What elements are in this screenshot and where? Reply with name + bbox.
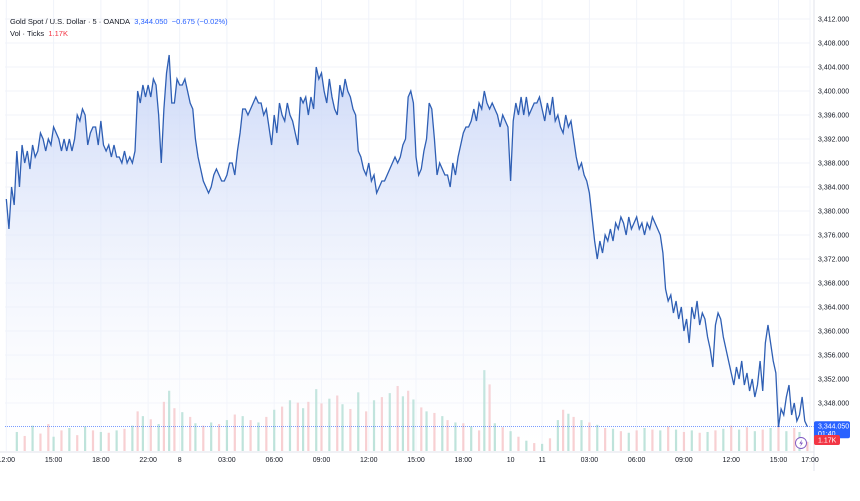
price-badge: 3,344.050 01:40 (814, 421, 850, 439)
y-tick-label: 3,408.000 (818, 41, 849, 48)
y-tick-label: 3,352.000 (818, 377, 849, 384)
data-source: OANDA (103, 17, 131, 26)
price-area (6, 55, 808, 451)
x-tick-label: 15:00 (770, 457, 788, 464)
price-badge-price: 3,344.050 (818, 424, 849, 431)
x-tick-label: 12:00 (722, 457, 740, 464)
y-tick-label: 3,388.000 (818, 161, 849, 168)
x-tick-label: 15:00 (407, 457, 425, 464)
x-tick-label: 09:00 (675, 457, 693, 464)
y-tick-label: 3,376.000 (818, 233, 849, 240)
y-tick-label: 3,392.000 (818, 137, 849, 144)
y-tick-label: 3,396.000 (818, 113, 849, 120)
price-badge-countdown: 01:40 (818, 431, 836, 438)
last-price: 3,344.050 (134, 17, 168, 26)
x-tick-label: 18:00 (92, 457, 110, 464)
y-tick-label: 3,384.000 (818, 185, 849, 192)
y-tick-label: 3,368.000 (818, 281, 849, 288)
x-tick-label: 06:00 (628, 457, 646, 464)
x-tick-label: 11 (538, 457, 545, 464)
price-axis[interactable]: 3,412.000 3,408.000 3,404.000 3,400.000 3,39… (813, 0, 849, 471)
x-tick-label: 15:00 (45, 457, 63, 464)
x-tick-label: 18:00 (455, 457, 473, 464)
y-tick-label: 3,412.000 (818, 17, 849, 24)
x-tick-label: 09:00 (313, 457, 331, 464)
interval: 5 (92, 17, 97, 26)
volume-badge: 1.17K (814, 435, 840, 445)
y-tick-label: 3,364.000 (818, 305, 849, 312)
symbol-row[interactable]: Gold Spot / U.S. Dollar · 5 · OANDA 3,34… (10, 16, 228, 28)
x-tick-label: 8 (178, 457, 182, 464)
x-tick-label: 10 (507, 457, 515, 464)
price-line (5, 54, 808, 428)
volume-bar (806, 441, 809, 451)
y-tick-label: 3,404.000 (818, 65, 849, 72)
legend-separator: · (85, 17, 93, 26)
volume-label: Vol · Ticks (10, 29, 45, 38)
y-tick-label: 3,356.000 (818, 353, 849, 360)
x-tick-label: 03:00 (581, 457, 599, 464)
x-tick-label: 12:00 (360, 457, 378, 464)
time-axis[interactable]: 12:00 15:00 18:00 22:00 8 03:00 06:00 09:00 12:0… (0, 451, 819, 464)
y-tick-label: 3,360.000 (818, 329, 849, 336)
x-tick-label: 12:00 (0, 457, 15, 464)
y-tick-label: 3,400.000 (818, 89, 849, 96)
volume-value: 1.17K (48, 29, 68, 38)
x-tick-label: 22:00 (139, 457, 157, 464)
lightning-icon[interactable] (795, 437, 807, 449)
x-tick-label: 17:00 (801, 457, 819, 464)
price-change: −0.675 (−0.02%) (171, 17, 228, 26)
x-tick-label: 03:00 (218, 457, 236, 464)
y-tick-label: 3,372.000 (818, 257, 849, 264)
legend-separator: · (96, 17, 104, 26)
y-tick-label: 3,380.000 (818, 209, 849, 216)
x-tick-label: 06:00 (265, 457, 283, 464)
symbol-name: Gold Spot / U.S. Dollar (10, 17, 86, 26)
chart-legend: Gold Spot / U.S. Dollar · 5 · OANDA 3,34… (10, 16, 228, 40)
volume-badge-value: 1.17K (818, 438, 837, 445)
y-tick-label: 3,348.000 (818, 401, 849, 408)
volume-row[interactable]: Vol · Ticks 1.17K (10, 28, 228, 40)
